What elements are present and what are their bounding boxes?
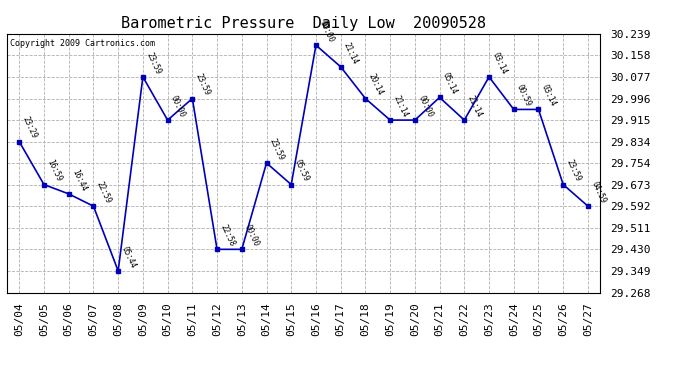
Text: 00:00: 00:00 [317, 19, 335, 44]
Text: Copyright 2009 Cartronics.com: Copyright 2009 Cartronics.com [10, 39, 155, 48]
Text: 16:59: 16:59 [46, 158, 63, 183]
Text: 00:00: 00:00 [169, 94, 187, 119]
Text: 21:14: 21:14 [391, 94, 409, 119]
Text: 00:00: 00:00 [416, 94, 434, 119]
Text: 23:29: 23:29 [21, 116, 39, 140]
Text: 00:00: 00:00 [243, 223, 261, 248]
Text: 00:59: 00:59 [515, 83, 533, 108]
Text: 05:44: 05:44 [119, 245, 137, 270]
Text: 23:59: 23:59 [268, 137, 286, 162]
Text: 03:14: 03:14 [540, 83, 558, 108]
Text: 22:58: 22:58 [219, 223, 237, 248]
Text: 23:59: 23:59 [194, 72, 212, 97]
Text: 20:14: 20:14 [367, 72, 385, 97]
Text: 22:59: 22:59 [95, 180, 112, 205]
Text: 23:59: 23:59 [144, 51, 162, 75]
Text: 05:14: 05:14 [441, 71, 459, 96]
Title: Barometric Pressure  Daily Low  20090528: Barometric Pressure Daily Low 20090528 [121, 16, 486, 31]
Text: 23:59: 23:59 [564, 158, 582, 183]
Text: 04:59: 04:59 [589, 180, 607, 205]
Text: 05:59: 05:59 [293, 158, 310, 183]
Text: 03:14: 03:14 [491, 51, 509, 75]
Text: 21:14: 21:14 [466, 94, 484, 119]
Text: 16:44: 16:44 [70, 168, 88, 192]
Text: 21:14: 21:14 [342, 40, 360, 65]
